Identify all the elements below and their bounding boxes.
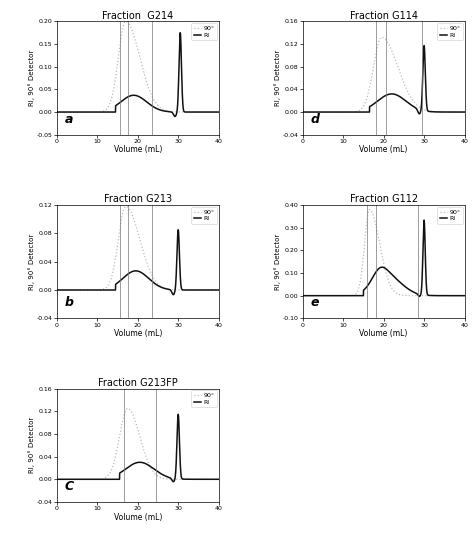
Title: Fraction G213: Fraction G213 bbox=[104, 194, 172, 204]
Text: e: e bbox=[311, 296, 319, 309]
Legend: 90°, RI: 90°, RI bbox=[191, 390, 217, 407]
X-axis label: Volume (mL): Volume (mL) bbox=[359, 145, 408, 154]
Title: Fraction  G214: Fraction G214 bbox=[102, 11, 173, 21]
Title: Fraction G213FP: Fraction G213FP bbox=[98, 378, 178, 388]
Y-axis label: RI, 90° Detector: RI, 90° Detector bbox=[28, 417, 36, 474]
X-axis label: Volume (mL): Volume (mL) bbox=[359, 329, 408, 338]
Legend: 90°, RI: 90°, RI bbox=[191, 207, 217, 224]
X-axis label: Volume (mL): Volume (mL) bbox=[114, 513, 162, 522]
Text: C: C bbox=[65, 480, 74, 493]
Y-axis label: RI, 90° Detector: RI, 90° Detector bbox=[28, 233, 36, 290]
Title: Fraction G114: Fraction G114 bbox=[350, 11, 418, 21]
Text: d: d bbox=[311, 113, 320, 125]
Text: a: a bbox=[65, 113, 73, 125]
Text: b: b bbox=[65, 296, 74, 309]
Legend: 90°, RI: 90°, RI bbox=[191, 23, 217, 40]
Title: Fraction G112: Fraction G112 bbox=[350, 194, 418, 204]
X-axis label: Volume (mL): Volume (mL) bbox=[114, 329, 162, 338]
X-axis label: Volume (mL): Volume (mL) bbox=[114, 145, 162, 154]
Legend: 90°, RI: 90°, RI bbox=[438, 23, 463, 40]
Y-axis label: RI, 90° Detector: RI, 90° Detector bbox=[274, 233, 282, 290]
Legend: 90°, RI: 90°, RI bbox=[438, 207, 463, 224]
Y-axis label: RI, 90° Detector: RI, 90° Detector bbox=[274, 50, 281, 106]
Y-axis label: RI, 90° Detector: RI, 90° Detector bbox=[29, 50, 36, 106]
